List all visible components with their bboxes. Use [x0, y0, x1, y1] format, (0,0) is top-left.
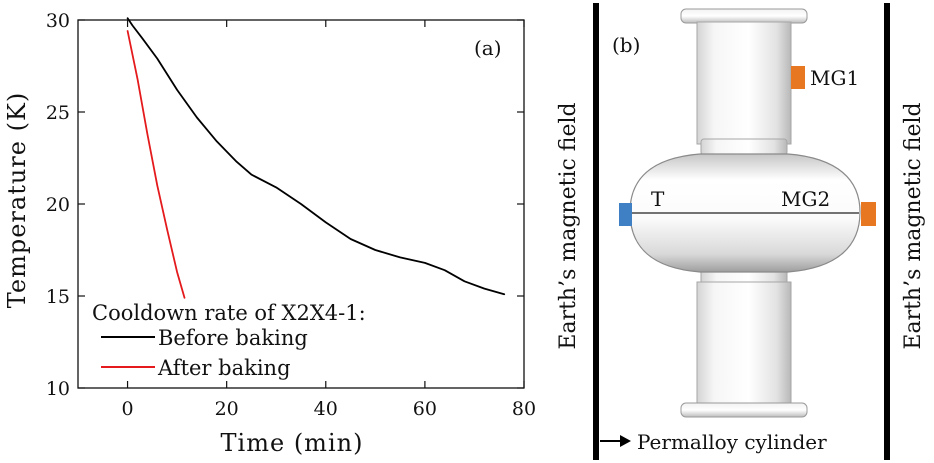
- sensor-t-label: T: [651, 187, 665, 211]
- sensor-mg1-label: MG1: [810, 66, 859, 90]
- series-line-1: [126, 30, 186, 299]
- arrow-head-icon: [620, 435, 631, 447]
- cylinder-label: Permalloy cylinder: [637, 430, 827, 454]
- x-tick-label: 20: [215, 398, 239, 420]
- y-axis-ticks: 10 15 20 25 30: [46, 10, 524, 400]
- y-tick-label: 30: [46, 10, 70, 32]
- legend-title: Cooldown rate of X2X4-1:: [92, 301, 366, 325]
- legend-label-before-baking: Before baking: [158, 326, 308, 350]
- y-tick-label: 15: [46, 286, 70, 308]
- vacuum-vessel: [629, 8, 861, 418]
- series-layer: [126, 17, 506, 299]
- upper-collar: [700, 138, 788, 156]
- cylinder-arrow: [600, 435, 631, 447]
- sensor-mg2-label: MG2: [781, 187, 830, 211]
- x-axis-label: Time (min): [221, 429, 364, 457]
- sensor-t: [619, 203, 632, 226]
- lower-tube: [696, 281, 792, 407]
- sensor-mg1: [791, 66, 805, 89]
- series-line-0: [126, 17, 506, 296]
- y-tick-label: 25: [46, 102, 70, 124]
- x-axis-ticks: 0 20 40 60 80: [122, 20, 536, 420]
- legend: Cooldown rate of X2X4-1: Before baking A…: [92, 301, 366, 380]
- y-tick-label: 20: [46, 194, 70, 216]
- field-label-left: Earth’s magnetic field: [556, 102, 581, 349]
- x-tick-label: 80: [512, 398, 536, 420]
- y-tick-label: 10: [46, 378, 70, 400]
- x-tick-label: 40: [314, 398, 338, 420]
- y-axis-label: Temperature (K): [3, 92, 31, 309]
- panel-label-a: (a): [474, 36, 502, 60]
- bottom-flange: [680, 402, 808, 418]
- permalloy-wall-left: [593, 3, 599, 460]
- x-tick-label: 0: [122, 398, 134, 420]
- upper-tube: [696, 21, 792, 145]
- panel-label-b: (b): [612, 33, 640, 57]
- legend-label-after-baking: After baking: [157, 356, 291, 380]
- chart-panel-a: 0 20 40 60 80 10 15 20 25 30 (a) Time (min) Temp…: [3, 10, 536, 457]
- schematic-panel-b: (b) Earth’s magnetic field Earth’s magne…: [556, 3, 926, 460]
- x-tick-label: 60: [413, 398, 437, 420]
- sensor-mg2: [861, 202, 876, 226]
- field-label-right: Earth’s magnetic field: [901, 102, 926, 349]
- permalloy-wall-right: [884, 3, 890, 460]
- top-flange: [680, 8, 808, 24]
